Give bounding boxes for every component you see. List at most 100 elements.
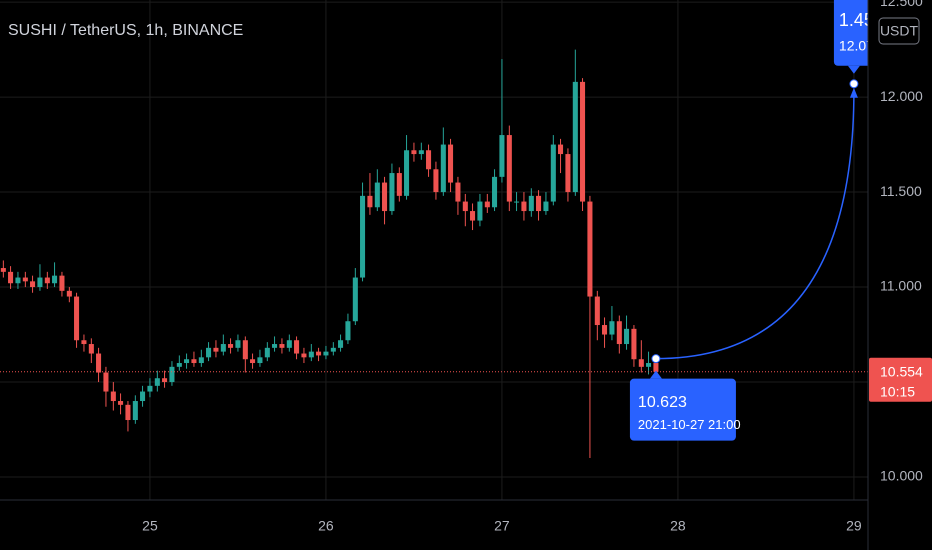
candle-body	[550, 144, 556, 202]
candle-body	[616, 321, 622, 345]
candle-body	[279, 344, 285, 348]
candle-body	[455, 182, 461, 202]
candle-body	[382, 182, 388, 212]
start-value: 10.623	[638, 394, 687, 411]
candle-body	[206, 347, 212, 358]
price-axis-panel	[868, 0, 932, 550]
candle-body	[484, 201, 490, 208]
candle-body	[308, 351, 314, 358]
countdown-label: 10:15	[880, 383, 915, 399]
candle-body	[572, 81, 578, 193]
candle-body	[294, 340, 300, 354]
candle-body	[74, 296, 80, 341]
candle-body	[528, 195, 534, 212]
candle-body	[499, 135, 505, 177]
x-tick-label: 27	[494, 518, 510, 534]
end-label-pointer	[847, 65, 860, 74]
candle-body	[88, 344, 94, 354]
start-label-pointer	[649, 370, 662, 379]
candle-body	[15, 277, 21, 284]
candle-body	[59, 275, 65, 291]
candle-body	[418, 150, 424, 155]
candle-body	[448, 144, 454, 183]
candle-body	[411, 150, 417, 155]
y-tick-label: 12.500	[880, 0, 923, 9]
candle-body	[316, 351, 322, 356]
candle-body	[580, 81, 586, 202]
candle-body	[374, 182, 380, 208]
y-tick-label: 11.500	[880, 183, 922, 199]
candle-body	[8, 271, 14, 284]
candle-body	[440, 144, 446, 193]
candles	[0, 49, 659, 459]
last-price-box	[869, 357, 932, 402]
end-value: 12.07	[839, 38, 874, 54]
candle-body	[338, 340, 344, 348]
candle-body	[323, 351, 329, 356]
candle-body	[396, 173, 402, 196]
candle-body	[30, 281, 36, 288]
candle-body	[147, 385, 153, 392]
x-tick-label: 25	[142, 518, 158, 534]
candle-body	[521, 201, 527, 212]
x-tick-label: 26	[318, 518, 334, 534]
candle-body	[367, 195, 373, 208]
candle-body	[506, 135, 512, 202]
candle-body	[330, 347, 336, 352]
candle-body	[191, 359, 197, 364]
candle-body	[426, 150, 432, 170]
y-tick-label: 10.000	[880, 468, 923, 484]
candle-body	[638, 359, 644, 367]
x-tick-label: 28	[670, 518, 686, 534]
candle-body	[44, 277, 50, 284]
candle-body	[264, 347, 270, 358]
y-tick-label: 12.000	[880, 88, 923, 104]
candle-body	[352, 277, 358, 322]
candle-body	[587, 201, 593, 297]
candle-body	[257, 357, 263, 364]
candle-body	[220, 344, 226, 352]
candle-body	[125, 404, 131, 421]
candle-body	[345, 321, 351, 341]
candle-body	[543, 201, 549, 212]
candle-body	[66, 290, 72, 297]
candle-body	[462, 201, 468, 212]
candle-body	[242, 340, 248, 360]
candle-body	[154, 378, 160, 386]
candle-body	[169, 366, 175, 383]
candle-body	[514, 201, 520, 203]
candle-body	[558, 144, 564, 155]
candle-body	[228, 344, 234, 348]
x-tick-label: 29	[846, 518, 862, 534]
candle-body	[176, 363, 182, 367]
chart-title: SUSHI / TetherUS, 1h, BINANCE	[8, 22, 243, 39]
candle-body	[565, 154, 571, 193]
candle-body	[301, 353, 307, 358]
y-tick-label: 11.000	[880, 278, 922, 294]
candle-body	[470, 211, 476, 221]
candle-body	[250, 359, 256, 364]
candle-body	[81, 340, 87, 345]
candle-body	[433, 169, 439, 193]
candle-body	[594, 296, 600, 326]
last-price-label: 10.554	[880, 363, 923, 379]
candle-body	[52, 275, 58, 284]
candle-body	[286, 340, 292, 348]
candle-body	[132, 401, 138, 421]
projection-arrowhead	[849, 87, 858, 98]
candle-body	[103, 372, 109, 392]
currency-badge	[878, 17, 920, 45]
candle-body	[272, 344, 278, 348]
candle-body	[477, 201, 483, 221]
candle-body	[609, 321, 615, 335]
axes: 10.00010.50011.00011.50012.00012.5002526…	[142, 0, 932, 534]
candle-body	[404, 150, 410, 196]
currency-label: USDT	[880, 23, 919, 39]
candle-body	[602, 325, 608, 335]
candle-body	[184, 359, 190, 364]
end-change: 1.45	[839, 10, 874, 30]
candle-body	[37, 277, 43, 288]
start-label-box	[629, 378, 736, 441]
candle-body	[110, 391, 116, 402]
